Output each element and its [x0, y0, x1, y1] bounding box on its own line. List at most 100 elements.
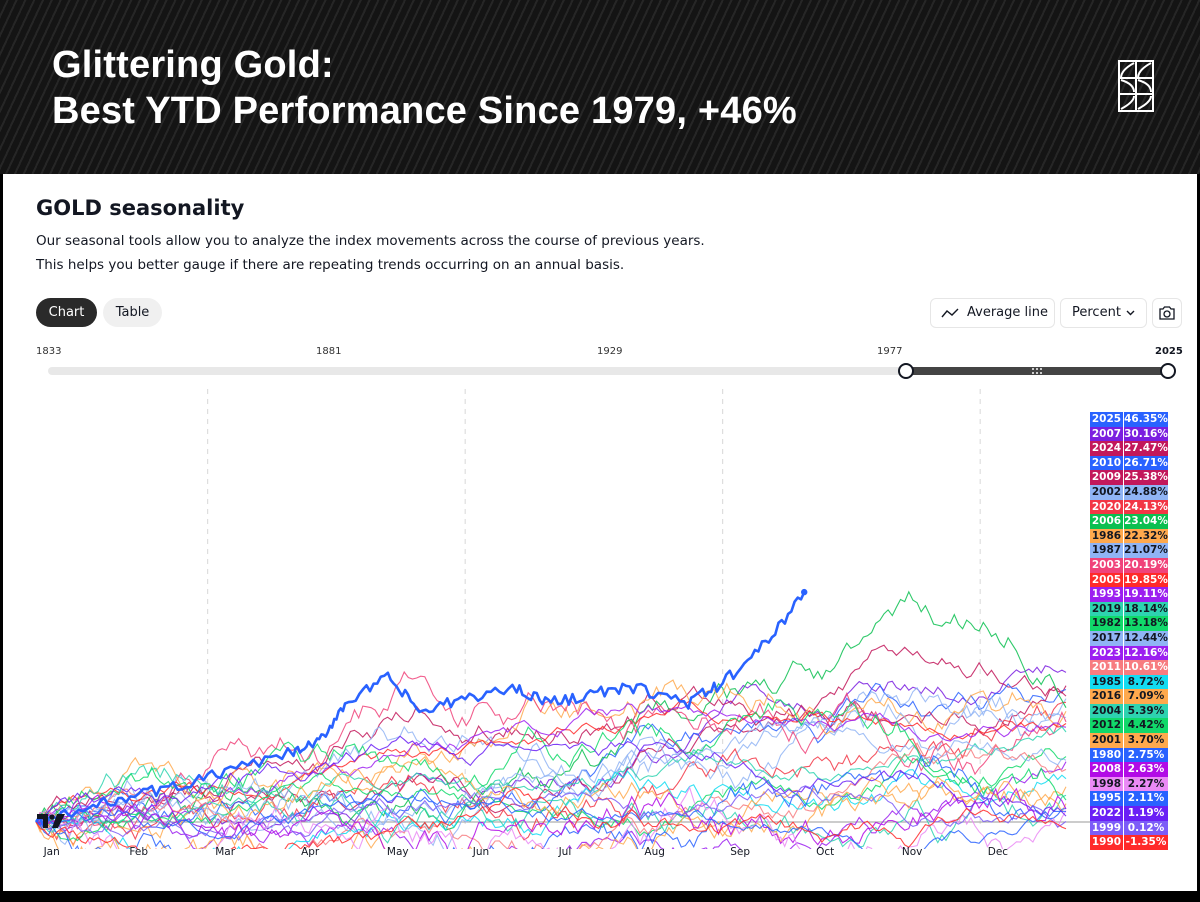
- screenshot-button[interactable]: [1152, 298, 1182, 328]
- x-tick-label: Feb: [129, 846, 148, 858]
- legend-value: 25.38%: [1124, 471, 1168, 484]
- series-line-1985[interactable]: [35, 769, 1067, 849]
- legend-item[interactable]: 2019 18.14%: [1090, 601, 1168, 617]
- legend-item[interactable]: 2004 5.39%: [1090, 703, 1168, 719]
- legend-item[interactable]: 1987 21.07%: [1090, 543, 1168, 558]
- legend-item[interactable]: 2006 23.04%: [1090, 514, 1168, 529]
- seasonality-chart[interactable]: [3, 389, 1197, 849]
- drag-grip-icon[interactable]: [1032, 368, 1042, 374]
- legend-item[interactable]: 2022 1.19%: [1090, 806, 1168, 821]
- x-tick-label: Dec: [987, 846, 1009, 858]
- legend-value: 27.47%: [1124, 442, 1168, 455]
- legend-item[interactable]: 1980 2.75%: [1090, 747, 1168, 763]
- legend-item[interactable]: 2007 30.16%: [1090, 426, 1168, 442]
- series-line-2025[interactable]: [34, 591, 806, 828]
- legend-value: 2.11%: [1127, 792, 1165, 805]
- legend-item[interactable]: 1993 19.11%: [1090, 587, 1168, 602]
- legend-year: 1999: [1090, 820, 1124, 836]
- legend-item[interactable]: 1986 22.32%: [1090, 528, 1168, 544]
- legend-value: 24.88%: [1124, 485, 1168, 498]
- description-line-2: This helps you better gauge if there are…: [36, 257, 625, 273]
- series-line-1980[interactable]: [35, 754, 1067, 849]
- legend-item[interactable]: 2016 7.09%: [1090, 689, 1168, 704]
- legend-item[interactable]: 2001 3.70%: [1090, 733, 1168, 748]
- legend-item[interactable]: 2025 46.35%: [1090, 412, 1168, 427]
- legend-year: 1985: [1090, 674, 1124, 690]
- year-range-track[interactable]: [48, 367, 1170, 375]
- range-start-handle[interactable]: [898, 363, 914, 379]
- legend-year: 1987: [1090, 543, 1124, 558]
- legend-item[interactable]: 2008 2.63%: [1090, 762, 1168, 777]
- description-line-1: Our seasonal tools allow you to analyze …: [36, 233, 705, 249]
- legend-item[interactable]: 2002 24.88%: [1090, 484, 1168, 500]
- legend-item[interactable]: 2010 26.71%: [1090, 455, 1168, 471]
- legend-item[interactable]: 2023 12.16%: [1090, 645, 1168, 661]
- legend-year: 2007: [1090, 426, 1124, 442]
- year-legend: 2025 46.35% 2007 30.16% 2024 27.47% 2010 26.71%…: [1090, 412, 1168, 850]
- legend-year: 2019: [1090, 601, 1124, 617]
- series-line-2004[interactable]: [35, 764, 1067, 849]
- year-tick-label: 1929: [597, 346, 623, 357]
- series-line-2001[interactable]: [35, 776, 1067, 849]
- unit-select[interactable]: Percent: [1060, 298, 1147, 328]
- banner-title-line-2: Best YTD Performance Since 1979, +46%: [52, 90, 797, 132]
- legend-item[interactable]: 2009 25.38%: [1090, 470, 1168, 485]
- legend-value: 4.42%: [1127, 719, 1165, 732]
- year-range-selection[interactable]: [905, 367, 1168, 375]
- series-line-1982[interactable]: [35, 748, 1067, 842]
- series-line-1995[interactable]: [35, 793, 1067, 849]
- series-line-2011[interactable]: [35, 742, 1067, 849]
- legend-value: 19.85%: [1124, 573, 1168, 586]
- legend-value: -1.35%: [1125, 836, 1167, 849]
- series-line-2022[interactable]: [35, 735, 1067, 823]
- series-line-1999[interactable]: [35, 785, 1067, 841]
- legend-item[interactable]: 1985 8.72%: [1090, 674, 1168, 690]
- trend-line-icon: [941, 308, 959, 318]
- legend-item[interactable]: 2003 20.19%: [1090, 557, 1168, 573]
- title-banner: Glittering Gold: Best YTD Performance Si…: [0, 0, 1200, 174]
- chevron-down-icon: [1126, 310, 1135, 316]
- legend-value: 5.39%: [1127, 704, 1165, 717]
- tab-table[interactable]: Table: [103, 298, 162, 327]
- series-line-2019[interactable]: [35, 726, 1067, 833]
- series-line-1993[interactable]: [35, 703, 1067, 826]
- legend-item[interactable]: 1982 13.18%: [1090, 616, 1168, 631]
- legend-item[interactable]: 2024 27.47%: [1090, 441, 1168, 456]
- legend-value: 19.11%: [1124, 588, 1168, 601]
- legend-item[interactable]: 1990 -1.35%: [1090, 835, 1168, 850]
- legend-item[interactable]: 1998 2.27%: [1090, 776, 1168, 792]
- series-endpoint-2025[interactable]: [801, 588, 808, 596]
- legend-item[interactable]: 1999 0.12%: [1090, 820, 1168, 836]
- legend-value: 26.71%: [1124, 456, 1168, 469]
- year-tick-label: 1881: [316, 346, 342, 357]
- series-line-1990[interactable]: [35, 787, 1067, 849]
- legend-item[interactable]: 1995 2.11%: [1090, 791, 1168, 807]
- series-line-2007[interactable]: [35, 665, 1067, 832]
- series-line-2024[interactable]: [35, 644, 1067, 827]
- x-tick-label: Nov: [901, 846, 923, 858]
- legend-value: 8.72%: [1127, 675, 1165, 688]
- legend-item[interactable]: 2020 24.13%: [1090, 499, 1168, 515]
- series-line-2009[interactable]: [35, 685, 1067, 823]
- average-line-label: Average line: [967, 305, 1048, 320]
- x-tick-label: Apr: [301, 846, 320, 858]
- banner-title-line-1: Glittering Gold:: [52, 44, 334, 86]
- legend-item[interactable]: 2011 10.61%: [1090, 660, 1168, 675]
- legend-year: 2017: [1090, 630, 1124, 646]
- average-line-button[interactable]: Average line: [930, 298, 1055, 328]
- series-line-2003[interactable]: [35, 670, 1067, 832]
- tradingview-logo-icon[interactable]: [37, 814, 65, 828]
- legend-item[interactable]: 2005 19.85%: [1090, 572, 1168, 588]
- series-line-2017[interactable]: [35, 717, 1067, 835]
- seasonality-panel: GOLD seasonality Our seasonal tools allo…: [3, 174, 1197, 891]
- legend-year: 2025: [1090, 412, 1124, 427]
- series-line-2016[interactable]: [35, 756, 1067, 838]
- legend-item[interactable]: 2012 4.42%: [1090, 718, 1168, 734]
- series-line-2008[interactable]: [35, 787, 1067, 849]
- series-line-2012[interactable]: [35, 699, 1067, 823]
- legend-value: 2.63%: [1127, 763, 1165, 776]
- range-end-handle[interactable]: [1160, 363, 1176, 379]
- tab-chart[interactable]: Chart: [36, 298, 97, 327]
- legend-year: 1980: [1090, 747, 1124, 763]
- legend-item[interactable]: 2017 12.44%: [1090, 630, 1168, 646]
